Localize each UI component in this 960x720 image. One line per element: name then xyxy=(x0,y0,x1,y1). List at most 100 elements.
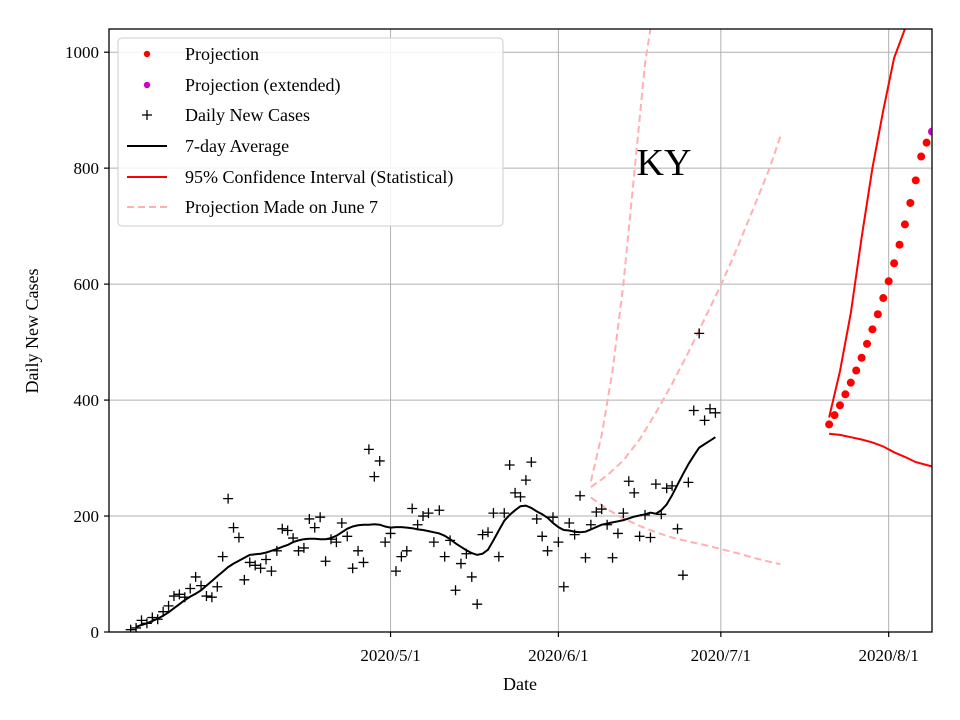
daily-case-marker xyxy=(466,571,477,582)
daily-case-marker xyxy=(531,513,542,524)
projection-point xyxy=(911,176,920,185)
daily-case-marker xyxy=(217,551,228,562)
daily-case-marker xyxy=(483,527,494,538)
legend-label-avg7: 7-day Average xyxy=(185,136,289,156)
daily-case-marker xyxy=(596,504,607,515)
daily-case-marker xyxy=(477,529,488,540)
daily-case-marker xyxy=(266,566,277,577)
daily-case-marker xyxy=(623,476,634,487)
projection-point xyxy=(884,277,893,286)
daily-case-marker xyxy=(196,580,207,591)
projection-point xyxy=(852,366,861,375)
daily-case-marker xyxy=(158,606,169,617)
daily-case-marker xyxy=(434,505,445,516)
legend-label-projection-extended: Projection (extended) xyxy=(185,75,340,96)
legend-label-projection: Projection xyxy=(185,44,259,64)
daily-case-marker xyxy=(488,508,499,519)
legend: Projection Projection (extended) Daily N… xyxy=(117,37,504,227)
daily-case-marker xyxy=(244,557,255,568)
daily-case-marker xyxy=(255,563,266,574)
daily-case-marker xyxy=(223,493,234,504)
daily-case-marker xyxy=(131,622,142,632)
daily-case-marker xyxy=(331,537,342,548)
daily-case-marker xyxy=(228,522,239,533)
daily-case-marker xyxy=(342,531,353,542)
ci-lower-line xyxy=(828,432,932,468)
daily-case-marker xyxy=(293,545,304,556)
daily-case-marker xyxy=(650,479,661,490)
daily-case-marker xyxy=(520,475,531,486)
june7-projection-mid-line xyxy=(590,135,782,488)
daily-case-marker xyxy=(558,581,569,592)
daily-case-marker xyxy=(580,552,591,563)
daily-case-marker xyxy=(569,529,580,540)
y-tick-label: 200 xyxy=(74,507,100,526)
daily-case-marker xyxy=(493,551,504,562)
daily-case-marker xyxy=(602,519,613,530)
x-tick-label: 2020/8/1 xyxy=(858,646,918,665)
daily-case-marker xyxy=(526,457,537,468)
daily-case-marker xyxy=(418,511,429,522)
daily-case-marker xyxy=(699,415,710,426)
daily-case-marker xyxy=(450,585,461,596)
projection-point xyxy=(906,198,915,207)
projection-point xyxy=(857,353,866,362)
daily-case-marker xyxy=(239,574,250,585)
tick-layer: 0 200 400 600 800 1000 2020/5/1 2020/6/1 2020/7/… xyxy=(65,43,919,665)
daily-case-marker xyxy=(542,545,553,556)
daily-case-marker xyxy=(634,531,645,542)
projection-point xyxy=(846,378,855,387)
daily-case-marker xyxy=(147,612,158,623)
daily-case-marker xyxy=(304,513,315,524)
projection-point xyxy=(863,339,872,348)
projection-point xyxy=(841,390,850,399)
daily-case-marker xyxy=(206,592,217,603)
projection-point xyxy=(917,152,926,161)
daily-case-marker xyxy=(163,600,174,611)
y-tick-label: 0 xyxy=(91,623,100,642)
daily-case-marker xyxy=(309,522,320,533)
projection-point xyxy=(922,138,931,147)
daily-case-marker xyxy=(336,517,347,528)
grid-layer xyxy=(109,29,932,633)
daily-case-marker xyxy=(461,548,472,559)
daily-case-marker xyxy=(694,328,705,339)
daily-case-marker xyxy=(640,509,651,520)
daily-case-marker xyxy=(445,535,456,546)
daily-case-marker xyxy=(439,551,450,562)
x-axis-label: Date xyxy=(503,674,537,694)
daily-case-marker xyxy=(553,537,564,548)
daily-case-marker xyxy=(374,455,385,466)
daily-case-marker xyxy=(629,487,640,498)
legend-swatch-projection-extended xyxy=(143,81,151,89)
daily-case-marker xyxy=(515,491,526,502)
daily-case-marker xyxy=(288,533,299,544)
daily-case-marker xyxy=(412,519,423,530)
daily-case-marker xyxy=(315,512,326,523)
daily-case-marker xyxy=(152,614,163,625)
daily-case-marker xyxy=(347,563,358,574)
daily-case-marker xyxy=(385,528,396,539)
plot-area xyxy=(125,29,932,632)
daily-case-marker xyxy=(677,570,688,581)
projection-point xyxy=(873,310,882,319)
projection-point xyxy=(879,294,888,303)
projection-point xyxy=(868,325,877,334)
daily-case-marker xyxy=(282,525,293,536)
daily-case-marker xyxy=(277,523,288,534)
daily-case-marker xyxy=(136,615,147,626)
daily-case-marker xyxy=(390,566,401,577)
daily-case-marker xyxy=(618,508,629,519)
daily-case-marker xyxy=(233,532,244,543)
projection-point xyxy=(895,240,904,249)
daily-case-marker xyxy=(363,444,374,455)
daily-case-marker xyxy=(380,537,391,548)
daily-case-marker xyxy=(271,545,282,556)
daily-case-marker xyxy=(683,477,694,488)
daily-case-marker xyxy=(672,523,683,534)
daily-case-marker xyxy=(298,542,309,553)
y-tick-label: 600 xyxy=(74,275,100,294)
state-annotation: KY xyxy=(637,142,692,184)
